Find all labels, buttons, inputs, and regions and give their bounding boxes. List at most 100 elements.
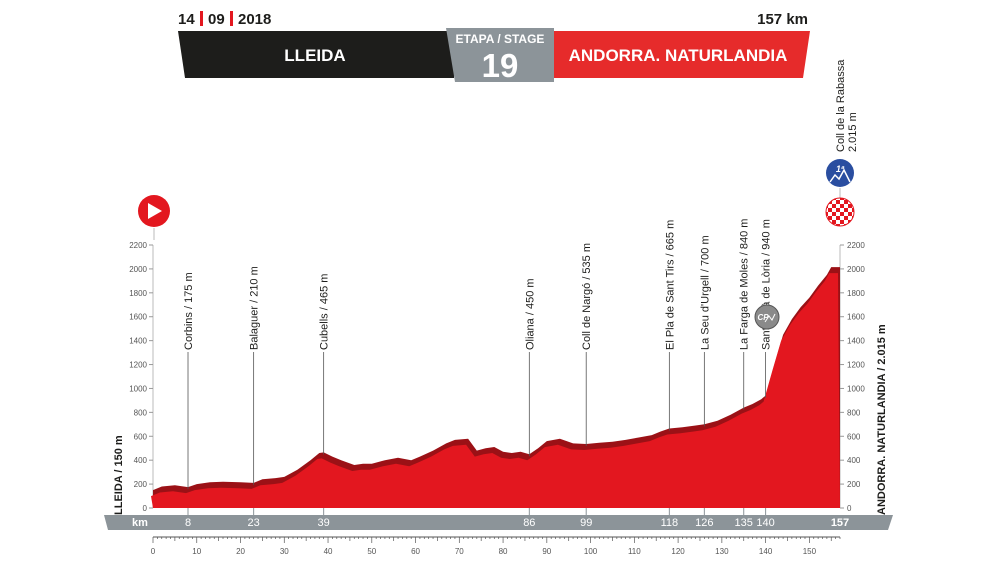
y-tick-label: 200 — [134, 480, 148, 489]
x-tick-label: 120 — [671, 547, 685, 556]
x-tick-label: 0 — [151, 547, 156, 556]
start-name: LLEIDA — [284, 46, 345, 65]
waypoint-label: La Farga de Moles / 840 m — [739, 219, 751, 350]
finish-climb-elevation: 2.015 m — [847, 112, 859, 152]
checker-square — [826, 212, 828, 216]
x-tick-label: 130 — [715, 547, 729, 556]
waypoint-label: Coll de Nargó / 535 m — [581, 243, 593, 350]
date-separator — [200, 11, 203, 26]
y-tick-label: 1600 — [129, 313, 147, 322]
y-tick-label: 600 — [134, 432, 148, 441]
checker-square — [844, 200, 848, 204]
checker-square — [836, 224, 840, 226]
y-tick-label: 1800 — [129, 289, 147, 298]
left-elevation-axis: 0 200 400 600 800 1000 1200 1400 1600 1800 2000 220… — [129, 241, 154, 513]
stage-number: 19 — [482, 47, 519, 84]
km-axis-label: km — [132, 517, 148, 529]
y-tick-label: 2000 — [847, 265, 865, 274]
checker-square — [828, 224, 832, 226]
checker-square — [836, 208, 840, 212]
y-tick-label: 1000 — [847, 384, 865, 393]
checker-square — [832, 204, 836, 208]
climb-category: 1ª — [836, 164, 845, 174]
y-tick-label: 1400 — [847, 337, 865, 346]
checker-square — [852, 200, 854, 204]
finish-bar — [546, 31, 810, 78]
y-tick-label: 1800 — [847, 289, 865, 298]
stage-label: ETAPA / STAGE — [456, 32, 545, 46]
waypoint-label: Oliana / 450 m — [524, 278, 536, 350]
y-tick-label: 2200 — [129, 241, 147, 250]
y-tick-label: 1000 — [129, 384, 147, 393]
y-tick-label: 800 — [134, 408, 148, 417]
km-marker-label: 23 — [248, 517, 260, 529]
km-markers: 8 23 39 86 99 118 126 135 140 157 — [185, 508, 849, 529]
date-separator — [230, 11, 233, 26]
checker-square — [840, 220, 844, 224]
start-bar — [178, 31, 454, 78]
x-tick-label: 150 — [803, 547, 817, 556]
checker-square — [852, 224, 854, 226]
checker-square — [832, 220, 836, 224]
waypoint-label: Cubells / 465 m — [319, 274, 331, 350]
checker-square — [840, 212, 844, 216]
checker-square — [826, 220, 828, 224]
stage-header: 14 09 2018 157 km LLEIDA ANDORRA. NATURL… — [178, 11, 810, 84]
play-icon — [138, 195, 170, 227]
x-tick-label: 40 — [324, 547, 333, 556]
mountain-category-icon: 1ª — [826, 159, 854, 187]
stage-number-box — [446, 28, 554, 82]
x-tick-label: 110 — [628, 547, 641, 556]
x-tick-label: 10 — [192, 547, 201, 556]
finish-name: ANDORRA. NATURLANDIA — [569, 46, 788, 65]
stage-distance: 157 km — [757, 11, 808, 28]
x-tick-label: 50 — [367, 547, 376, 556]
right-elevation-axis: 0 200 400 600 800 1000 1200 1400 1600 1800 2000 220… — [839, 241, 865, 513]
checker-square — [848, 204, 852, 208]
distance-axis: 0 10 20 30 40 50 60 70 80 90 100 110 120 130 140 150 — [151, 536, 841, 556]
checker-square — [844, 208, 848, 212]
km-marker-label: 8 — [185, 517, 191, 529]
date-year: 2018 — [238, 11, 271, 28]
waypoint-markers: Corbins / 175 m Balaguer / 210 m Cubells /… — [183, 59, 859, 490]
x-tick-label: 80 — [499, 547, 508, 556]
checker-square — [836, 216, 840, 220]
y-tick-label: 2000 — [129, 265, 147, 274]
checkered-flag-icon — [825, 197, 855, 227]
checker-square — [828, 216, 832, 220]
waypoint-label: Balaguer / 210 m — [249, 266, 261, 350]
waypoint-label: Sant Julià de Lòria / 940 m — [761, 219, 773, 350]
profile-fill — [151, 273, 840, 508]
y-tick-label: 600 — [847, 432, 861, 441]
checker-square — [826, 198, 828, 200]
y-tick-label: 1600 — [847, 313, 865, 322]
checker-square — [848, 198, 852, 200]
y-tick-label: 0 — [143, 504, 148, 513]
elevation-profile — [151, 267, 840, 508]
y-tick-label: 400 — [134, 456, 148, 465]
cp-sprint-icon: CP — [754, 304, 780, 330]
checker-square — [844, 216, 848, 220]
checker-square — [840, 198, 844, 200]
date-month: 09 — [208, 11, 225, 28]
x-tick-label: 100 — [584, 547, 598, 556]
waypoint-label: La Seu d'Urgell / 700 m — [699, 235, 711, 350]
checker-squares — [826, 198, 854, 226]
checker-ring — [825, 197, 855, 227]
checker-square — [836, 200, 840, 204]
y-tick-label: 1200 — [129, 361, 147, 370]
y-tick-label: 1400 — [129, 337, 147, 346]
x-tick-label: 20 — [236, 547, 245, 556]
y-tick-label: 2200 — [847, 241, 865, 250]
km-marker-label: 135 — [735, 517, 753, 529]
km-marker-label: 86 — [523, 517, 535, 529]
waypoint-label: El Pla de Sant Tirs / 665 m — [664, 220, 676, 350]
km-marker-label: 39 — [318, 517, 330, 529]
km-marker-label: 157 — [831, 517, 849, 529]
km-band: km — [104, 515, 893, 530]
x-tick-label: 60 — [411, 547, 420, 556]
km-marker-label: 126 — [695, 517, 713, 529]
sprint-label: CP — [757, 313, 769, 322]
checker-square — [852, 208, 854, 212]
y-tick-label: 200 — [847, 480, 861, 489]
